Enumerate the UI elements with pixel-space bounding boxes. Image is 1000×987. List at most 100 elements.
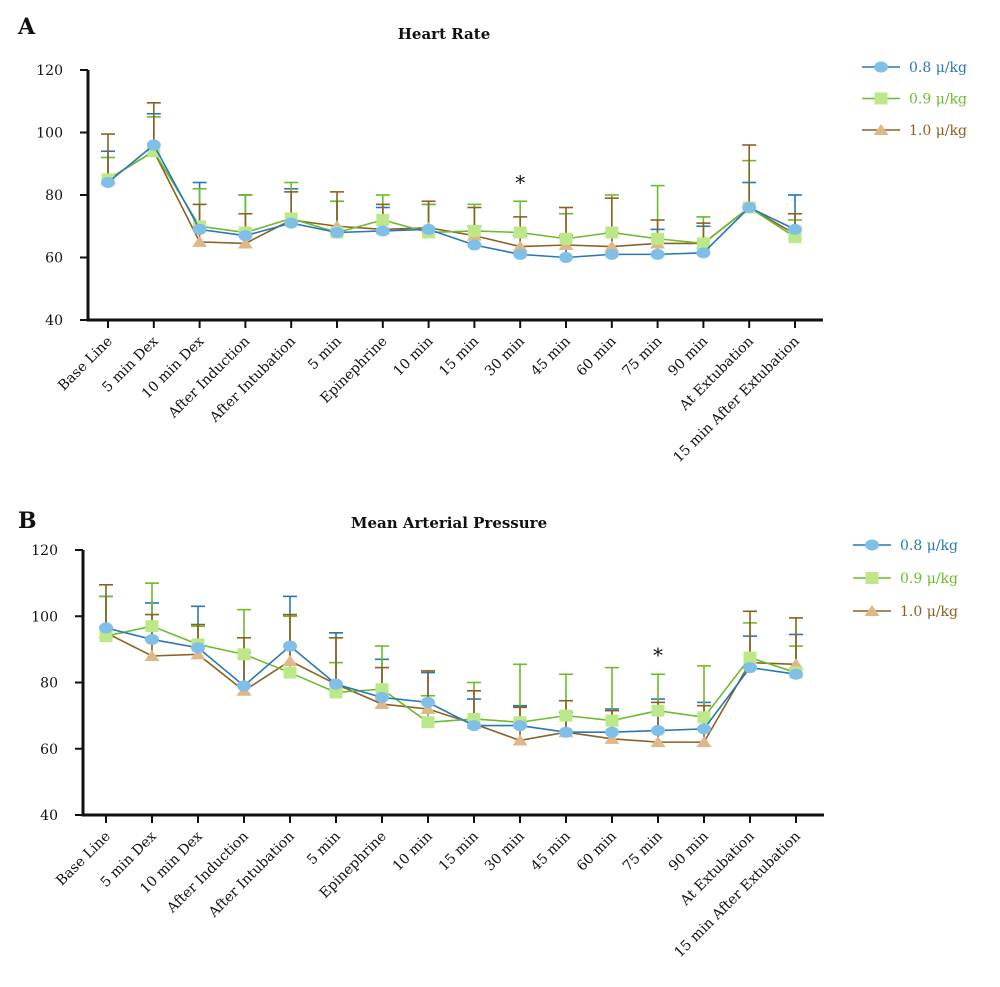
data-point [375, 683, 389, 696]
data-point [467, 239, 482, 251]
data-point [696, 736, 712, 748]
x-tick-label: 10 min [390, 829, 436, 875]
data-point [144, 650, 160, 661]
chart-title: Heart Rate [398, 25, 491, 43]
x-tick-label: 30 min [482, 334, 528, 380]
x-tick-label: 30 min [482, 829, 528, 875]
x-tick-label: 15 min [436, 334, 482, 380]
data-point [191, 642, 205, 654]
legend-label: 0.8 μ/kg [900, 538, 958, 554]
data-point [604, 732, 620, 744]
data-point [146, 139, 161, 151]
x-tick-label: 10 min [390, 334, 436, 380]
data-point [651, 725, 665, 737]
data-point [99, 630, 113, 643]
data-point [512, 734, 528, 746]
data-point [559, 726, 573, 738]
y-tick-label: 80 [45, 188, 63, 204]
legend-marker [874, 61, 888, 73]
significance-marker: * [653, 643, 663, 667]
data-point [513, 248, 528, 260]
x-tick-label: 90 min [665, 334, 711, 380]
y-tick-label: 60 [45, 251, 63, 267]
legend-label: 0.9 μ/kg [909, 92, 967, 108]
data-point [696, 237, 710, 250]
data-point [788, 223, 802, 235]
data-point [605, 726, 619, 738]
data-point [651, 704, 665, 717]
series-line-2 [105, 632, 797, 743]
data-point [513, 226, 527, 239]
x-tick-label: 60 min [574, 334, 620, 380]
data-point [605, 226, 619, 239]
data-point [742, 202, 757, 213]
significance-marker: * [515, 170, 525, 194]
data-point [789, 668, 803, 680]
chart-title: Mean Arterial Pressure [351, 514, 547, 532]
data-point [145, 620, 159, 633]
x-tick-label: 45 min [528, 829, 574, 875]
data-point [237, 680, 251, 692]
data-point [604, 248, 619, 260]
data-point [421, 223, 436, 235]
x-tick-label: 60 min [574, 829, 620, 875]
data-point [743, 662, 757, 674]
data-point [650, 248, 665, 260]
x-tick-label: After Induction [165, 334, 253, 422]
x-tick-label: 75 min [620, 829, 666, 875]
data-point [282, 654, 298, 666]
series-line-0 [107, 143, 796, 259]
data-point [283, 640, 297, 652]
data-point [375, 691, 389, 703]
legend-label: 1.0 μ/kg [909, 123, 967, 139]
y-tick-label: 80 [40, 676, 58, 692]
data-point [467, 224, 481, 237]
y-tick-label: 60 [40, 742, 58, 758]
data-point [743, 651, 757, 664]
data-point [559, 252, 573, 263]
data-point [374, 698, 390, 710]
panel-letter: B [18, 508, 37, 534]
data-point [190, 648, 206, 660]
legend-marker [865, 572, 879, 584]
data-point [101, 177, 115, 188]
data-point [329, 686, 343, 699]
data-point [421, 696, 435, 708]
data-point [375, 225, 390, 237]
data-point [788, 658, 804, 670]
panel-letter: A [17, 14, 36, 40]
data-point [650, 736, 666, 748]
legend-label: 0.8 μ/kg [909, 60, 967, 76]
series-line-1 [107, 150, 796, 245]
legend-label: 0.9 μ/kg [900, 571, 958, 587]
chart-panel-b: B Mean Arterial Pressure406080100120Base … [18, 508, 958, 961]
data-point [651, 232, 665, 245]
data-point [697, 723, 711, 735]
data-point [237, 648, 251, 661]
data-point [604, 240, 620, 252]
data-point [283, 666, 297, 679]
x-tick-label: 5 min [304, 829, 344, 869]
data-point [513, 720, 527, 732]
legend-marker [864, 605, 880, 616]
data-point [605, 714, 619, 727]
data-point [696, 247, 711, 259]
series-line-0 [105, 627, 797, 733]
data-point [467, 720, 481, 732]
x-tick-label: 15 min [436, 829, 482, 875]
data-point [99, 622, 113, 634]
x-tick-label: After Induction [163, 829, 251, 917]
x-tick-label: After Intubation [205, 829, 298, 922]
legend-marker [873, 124, 889, 135]
y-tick-label: 120 [36, 63, 63, 79]
y-tick-label: 100 [31, 609, 58, 625]
data-point [238, 230, 253, 242]
x-tick-label: After Intubation [206, 334, 299, 427]
series-line-1 [105, 625, 797, 724]
data-point [512, 240, 528, 252]
data-point [329, 678, 343, 690]
y-tick-label: 120 [31, 543, 58, 559]
data-point [145, 633, 159, 645]
